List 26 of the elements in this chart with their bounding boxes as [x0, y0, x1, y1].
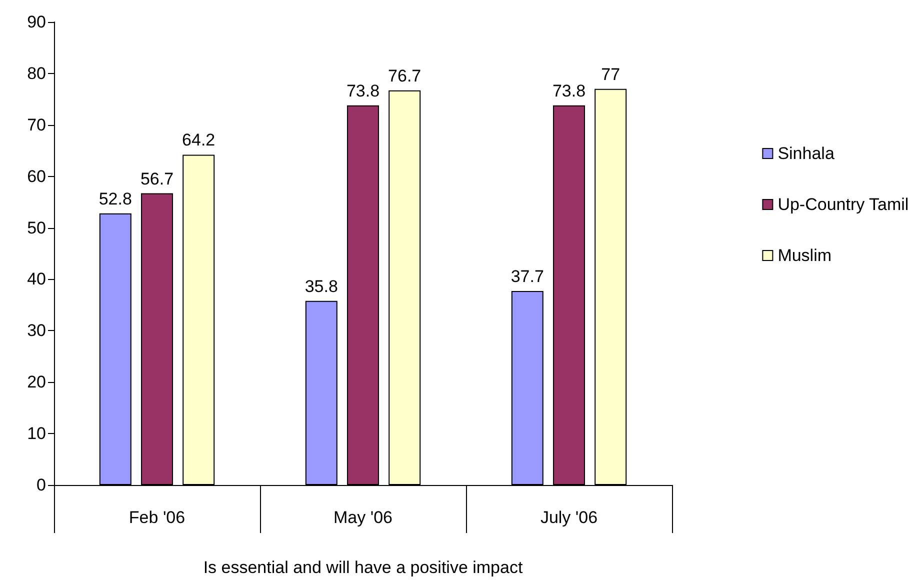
- y-tick-label: 0: [36, 476, 46, 494]
- y-tick-label: 20: [27, 372, 46, 392]
- y-tick-label: 50: [27, 218, 46, 238]
- data-label: 64.2: [182, 130, 216, 150]
- data-label: 35.8: [304, 276, 338, 296]
- data-label: 76.7: [388, 66, 422, 86]
- y-tick-label: 40: [27, 270, 46, 289]
- data-label: 37.7: [510, 267, 544, 286]
- data-label: 56.7: [140, 169, 174, 188]
- y-tick-label: 30: [27, 321, 46, 340]
- data-label: 52.8: [98, 189, 132, 208]
- x-axis-title: Is essential and will have a positive impact: [203, 558, 523, 577]
- legend-label: Muslim: [778, 246, 832, 265]
- y-tick-label: 10: [27, 424, 46, 444]
- y-tick-label: 70: [27, 115, 46, 134]
- y-tick-label: 60: [27, 166, 46, 186]
- y-tick-label: 90: [27, 12, 46, 32]
- x-tick-label: Feb '06: [128, 508, 186, 527]
- x-tick-label: May '06: [334, 508, 392, 527]
- x-tick-label: July '06: [540, 508, 598, 527]
- legend-label: Sinhala: [778, 144, 835, 163]
- data-label: 73.8: [552, 81, 586, 100]
- data-label: 77: [601, 64, 620, 84]
- y-tick-label: 80: [27, 64, 46, 83]
- data-label: 73.8: [346, 81, 380, 100]
- legend-label: Up-Country Tamil: [778, 195, 909, 214]
